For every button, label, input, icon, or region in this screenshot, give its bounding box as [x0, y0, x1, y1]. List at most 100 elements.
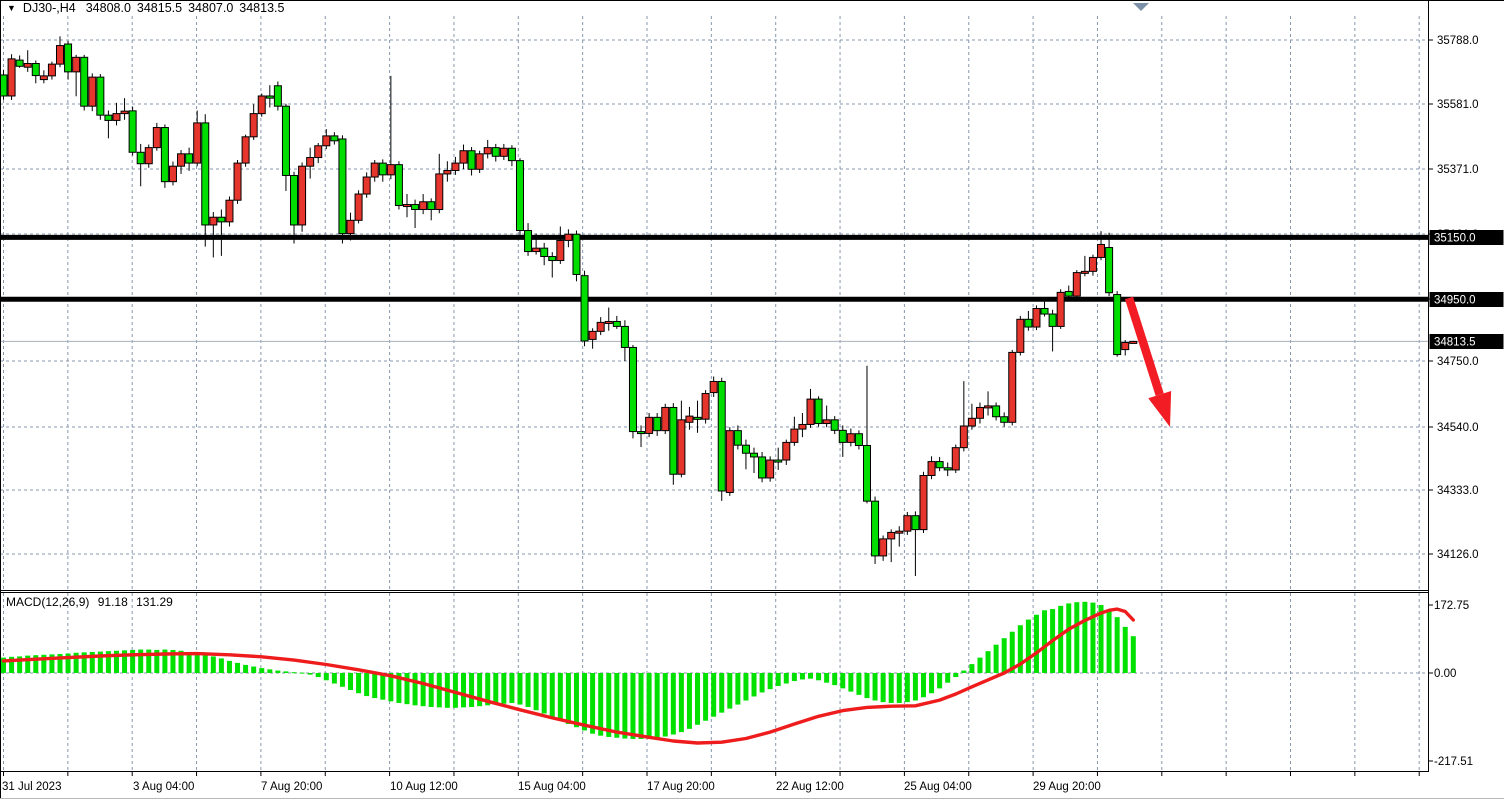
candle [483, 139, 492, 159]
macd-bar [856, 673, 862, 695]
candle [620, 320, 629, 362]
bull-candle-body [362, 176, 371, 195]
macd-bar [89, 651, 95, 673]
bear-candle-body [515, 160, 524, 232]
macd-bar [1009, 631, 1015, 673]
macd-indicator-label: MACD(12,26,9) 91.18 131.29 [6, 595, 178, 609]
macd-main-value: 91.18 [97, 595, 128, 609]
candle [515, 158, 524, 236]
candle [507, 145, 516, 167]
macd-bar [1122, 626, 1128, 673]
candle [798, 413, 807, 438]
bear-candle-body [911, 515, 920, 531]
bear-candle-body [628, 346, 637, 433]
candle [838, 425, 847, 457]
bull-candle-body [225, 199, 234, 223]
symbol-dropdown-icon[interactable]: ▼ [7, 3, 16, 13]
macd-bar [565, 673, 571, 724]
bull-candle-body [596, 321, 605, 332]
candle [871, 496, 880, 564]
bear-candle-body [717, 380, 726, 492]
bear-candle-body [378, 162, 387, 176]
bear-candle-body [273, 85, 282, 107]
bull-candle-body [72, 56, 81, 73]
bull-candle-body [346, 219, 355, 235]
candle [717, 377, 726, 501]
macd-bar [1130, 636, 1136, 673]
candle [975, 402, 984, 424]
candle [1080, 255, 1089, 277]
bear-candle-body [580, 275, 589, 342]
macd-bar [678, 673, 684, 733]
price-tick-label: 34333.0 [1437, 485, 1479, 497]
macd-bar [735, 673, 741, 705]
macd-bar [49, 654, 55, 673]
price-axis[interactable]: 35788.035581.035371.035161.034950.034750… [1428, 35, 1504, 768]
candle [386, 75, 395, 180]
macd-bar [937, 673, 943, 689]
candle [766, 456, 775, 482]
bear-candle-body [548, 256, 557, 262]
macd-bar [646, 673, 652, 739]
time-axis[interactable]: 31 Jul 2023 3 Aug 04:00 7 Aug 20:00 10 Aug … [2, 772, 1420, 793]
candle [322, 129, 331, 150]
macd-bar [824, 673, 830, 683]
candle [72, 54, 81, 97]
macd-bar [226, 660, 232, 673]
candle [290, 171, 299, 244]
down-arrow-annotation[interactable] [1124, 296, 1172, 427]
macd-bar [122, 650, 128, 673]
macd-bar [920, 673, 926, 698]
bear-candle-body [814, 398, 823, 425]
bull-candle-body [209, 216, 218, 226]
candle [306, 147, 315, 179]
bear-candle-body [15, 59, 24, 67]
macd-bar [799, 673, 805, 680]
candle [741, 439, 750, 470]
macd-bar [1066, 603, 1072, 673]
macd-bar [113, 650, 119, 673]
macd-bar [162, 649, 168, 673]
macd-bar [315, 673, 321, 678]
candle [104, 110, 113, 139]
bear-candle-body [620, 325, 629, 348]
bear-candle-body [992, 405, 1001, 418]
candle [1056, 289, 1065, 329]
bear-candle-body [854, 433, 863, 446]
bull-candle-body [241, 136, 250, 164]
bull-candle-body [233, 162, 242, 201]
bull-candle-body [967, 417, 976, 427]
bear-candle-body [774, 459, 783, 463]
candle [354, 190, 363, 224]
bear-candle-body [185, 153, 194, 164]
bear-candle-body [612, 320, 621, 327]
bear-candle-body [281, 105, 290, 176]
candle [628, 344, 637, 439]
bear-candle-body [1024, 318, 1033, 328]
bull-candle-body [1088, 256, 1097, 272]
bear-candle-body [104, 114, 113, 121]
candle [822, 405, 831, 428]
price-tick-label: 35371.0 [1437, 164, 1479, 176]
macd-bar [1114, 617, 1120, 673]
candle [588, 328, 597, 349]
bear-candle-body [80, 56, 89, 107]
macd-bar [945, 673, 951, 683]
candle [911, 511, 920, 577]
bull-candle-body [7, 58, 16, 97]
bear-candle-body [338, 138, 347, 235]
candle [677, 400, 686, 478]
candle [1016, 315, 1025, 356]
candle [685, 406, 694, 430]
candle [177, 150, 186, 174]
macd-bar [719, 673, 725, 713]
candle [693, 400, 702, 433]
macd-bar [816, 673, 822, 681]
macd-bar [695, 673, 701, 725]
bull-candle-body [403, 204, 411, 208]
bull-candle-body [927, 461, 936, 476]
candle [612, 315, 621, 329]
bull-candle-body [23, 63, 32, 68]
